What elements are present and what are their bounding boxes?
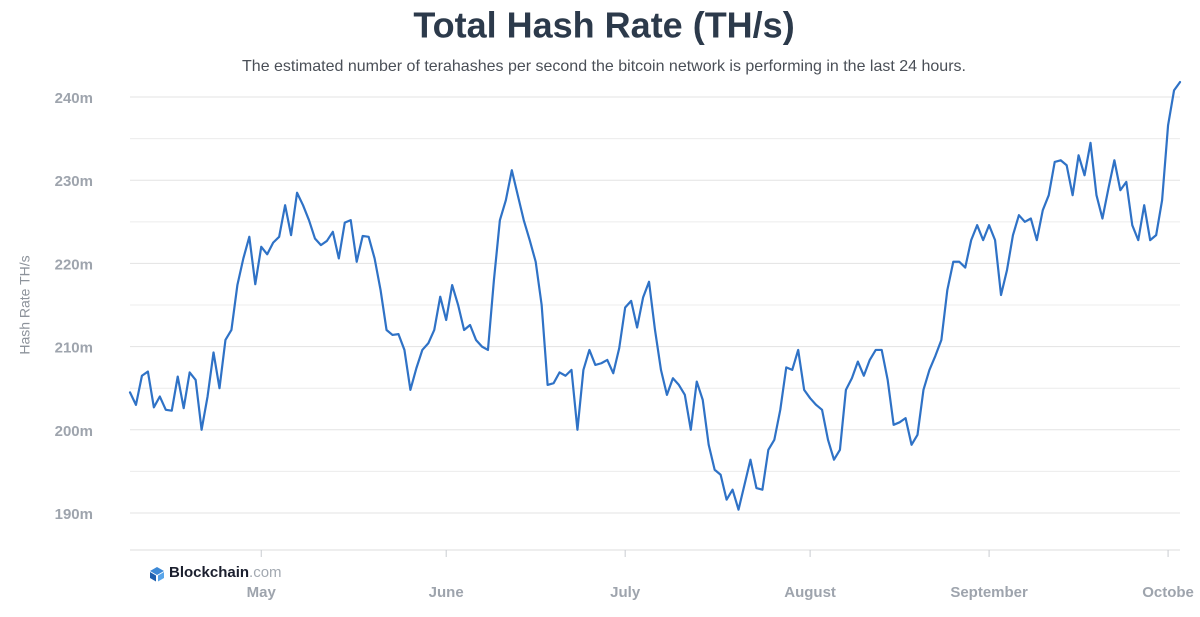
chart-title: Total Hash Rate (TH/s) [413,5,794,46]
chart-subtitle: The estimated number of terahashes per s… [242,58,966,75]
y-tick-label: 230m [55,173,93,190]
y-tick-label: 220m [55,256,93,273]
x-tick-label: Octobe [1142,584,1194,601]
watermark-name: Blockchain [169,564,249,581]
watermark: Blockchain.com [150,564,282,582]
logo-icon [150,567,164,575]
y-tick-label: 240m [55,90,93,107]
x-tick-label: July [610,584,641,601]
logo-icon [150,572,156,582]
y-tick-label: 210m [55,340,93,357]
logo-icon [158,572,164,582]
y-tick-label: 200m [55,423,93,440]
y-tick-label: 190m [55,506,93,523]
svg-text:Blockchain.com: Blockchain.com [169,564,282,581]
x-tick-label: September [950,584,1028,601]
x-tick-label: May [247,584,277,601]
x-tick-label: June [429,584,464,601]
x-tick-label: August [784,584,836,601]
y-axis-label: Hash Rate TH/s [17,255,33,354]
watermark-suffix: .com [249,564,282,581]
data-line [128,80,1182,511]
